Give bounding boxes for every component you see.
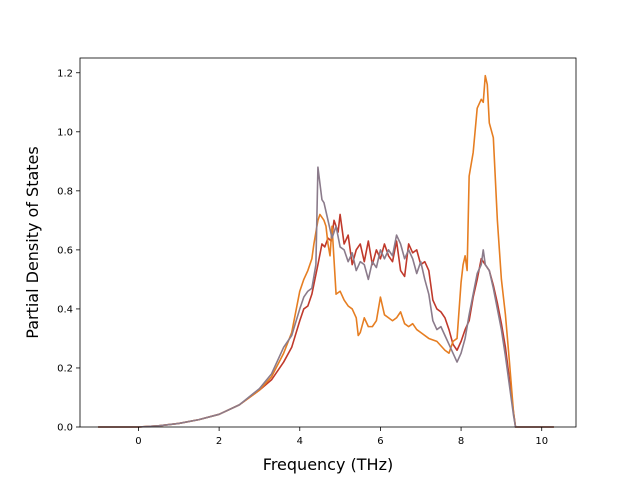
series-layer [98, 74, 554, 428]
ticks-layer: 0 2 4 6 8 10 0.0 0.2 0.4 0.6 0.8 1.0 1.2 [57, 68, 548, 447]
x-tick-label: 8 [458, 436, 464, 447]
y-tick-label: 0.2 [57, 363, 73, 374]
series-line-1 [98, 213, 554, 428]
plot-frame [79, 57, 577, 428]
y-tick-label: 0.8 [57, 186, 73, 197]
y-tick-label: 1.2 [57, 68, 73, 79]
y-axis-label: Partial Density of States [23, 146, 42, 338]
x-axis-label: Frequency (THz) [263, 455, 393, 474]
x-tick-label: 4 [297, 436, 303, 447]
y-tick-label: 0.4 [57, 304, 73, 315]
y-tick-label: 0.0 [57, 423, 73, 434]
series-line-3 [98, 166, 554, 428]
x-tick-label: 0 [135, 436, 141, 447]
x-tick-label: 2 [216, 436, 222, 447]
series-line-2 [98, 74, 554, 428]
x-tick-label: 6 [377, 436, 383, 447]
y-tick-label: 1.0 [57, 127, 73, 138]
y-tick-label: 0.6 [57, 245, 73, 256]
x-tick-label: 10 [535, 436, 548, 447]
